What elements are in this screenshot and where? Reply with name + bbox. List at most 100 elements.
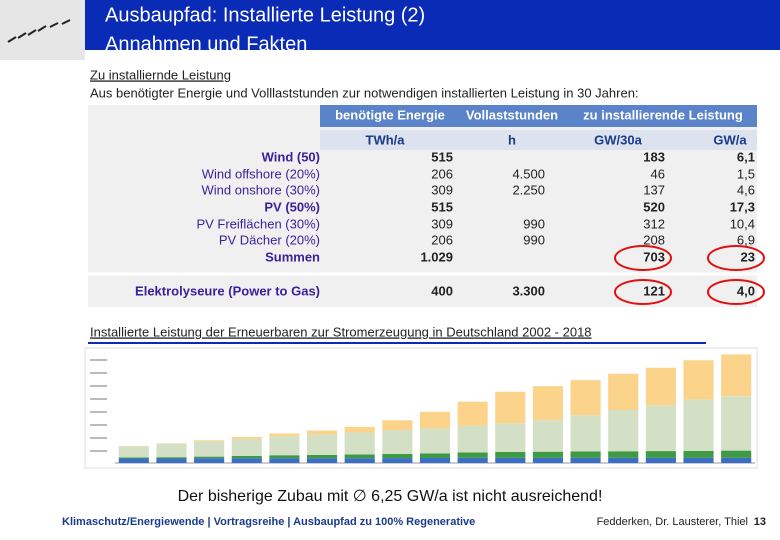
table-cell: 309 <box>431 182 453 197</box>
bar-segment <box>570 380 601 416</box>
bar-segment <box>382 430 413 454</box>
table-cell: 6,1 <box>737 149 755 164</box>
chart-caption: Installierte Leistung der Erneuerbaren z… <box>90 324 592 339</box>
table-unit: GW/a <box>713 132 747 147</box>
bar-segment <box>608 373 639 410</box>
table-cell: Elektrolyseure (Power to Gas) <box>135 283 320 298</box>
bar-segment <box>419 411 451 429</box>
table-unit: TWh/a <box>366 132 406 147</box>
bar-segment <box>683 360 714 400</box>
table-cell: 990 <box>523 232 545 247</box>
bar-segment <box>344 432 375 455</box>
bar-segment <box>194 458 225 463</box>
table-header-bg <box>320 105 757 127</box>
bar-segment <box>683 399 714 451</box>
bar-segment <box>608 457 639 463</box>
bar-segment <box>269 458 300 463</box>
table-cell: 400 <box>431 283 453 298</box>
bar-segment <box>608 451 639 458</box>
table-cell: 208 <box>643 232 665 247</box>
table-cell: 206 <box>431 166 453 181</box>
highlight-ring <box>614 245 672 271</box>
bar-segment <box>231 437 262 439</box>
bar-segment <box>570 457 601 463</box>
bar-segment <box>645 405 676 452</box>
table-group-header: benötigte Energie <box>335 107 445 122</box>
bar-segment <box>457 401 488 426</box>
table-cell: 2.250 <box>512 182 545 197</box>
bar-segment <box>269 433 300 437</box>
table-cell: Wind (50) <box>262 149 320 164</box>
bar-segment <box>118 458 149 463</box>
bar-segment <box>156 457 187 459</box>
bar-segment <box>231 458 262 463</box>
table-cell: 121 <box>643 283 665 298</box>
table-cell: Summen <box>265 249 320 264</box>
bar-segment <box>570 451 601 458</box>
table-cell: Wind offshore (20%) <box>202 166 320 181</box>
bar-segment <box>419 428 451 454</box>
bar-segment <box>231 455 262 459</box>
table-cell: 137 <box>643 182 665 197</box>
bar-segment <box>721 450 752 458</box>
table-cell: 309 <box>431 216 453 231</box>
highlight-ring <box>707 245 765 271</box>
bar-segment <box>570 415 601 452</box>
table-cell: 17,3 <box>730 199 755 214</box>
bar-segment <box>721 354 752 397</box>
table-unit: GW/30a <box>594 132 642 147</box>
bar-segment <box>495 423 526 452</box>
bar-segment <box>344 458 375 463</box>
table-cell: 312 <box>643 216 665 231</box>
bar-segment <box>344 426 375 433</box>
bar-segment <box>269 455 300 459</box>
table-cell: 4,0 <box>737 283 755 298</box>
bar-segment <box>382 420 413 431</box>
table-cell: 6,9 <box>737 232 755 247</box>
bar-segment <box>608 409 639 452</box>
bar-segment <box>382 458 413 463</box>
table-cell: PV Dächer (20%) <box>219 232 320 247</box>
table-cell: 990 <box>523 216 545 231</box>
highlight-ring <box>614 279 672 305</box>
table-cell: 515 <box>431 149 453 164</box>
table-cell: 1.029 <box>420 249 453 264</box>
bar-segment <box>118 446 149 458</box>
bar-segment <box>532 420 563 452</box>
bar-segment <box>683 457 714 463</box>
subtitle: Annahmen und Fakten <box>105 33 307 55</box>
table-cell: 1,5 <box>737 166 755 181</box>
table-cell: 183 <box>643 149 665 164</box>
bar-segment <box>532 386 563 421</box>
bar-segment <box>269 436 300 456</box>
bar-segment <box>156 443 187 458</box>
table-cell: PV Freiflächen (30%) <box>196 216 320 231</box>
table-cell: PV (50%) <box>264 199 320 214</box>
bar-segment <box>532 451 563 458</box>
table-cell: 703 <box>643 249 665 264</box>
bar-segment <box>307 430 338 435</box>
bar-segment <box>457 452 488 458</box>
footer-authors: Fedderken, Dr. Lausterer, Thiel <box>597 516 748 528</box>
chart <box>90 354 755 464</box>
bar-segment <box>457 457 488 463</box>
bar-segment <box>307 434 338 455</box>
bar-segment <box>495 451 526 458</box>
bar-segment <box>419 453 451 459</box>
bar-segment <box>382 453 413 459</box>
bar-segment <box>118 457 149 459</box>
bar-segment <box>344 454 375 459</box>
table-cell: 520 <box>643 199 665 214</box>
bar-segment <box>645 367 676 406</box>
table: benötigte Energie Vollaststunden zu instal… <box>88 107 765 305</box>
table-cell: 515 <box>431 199 453 214</box>
highlight-ring <box>707 279 765 305</box>
table-cell: 3.300 <box>512 283 545 298</box>
conclusion: Der bisherige Zubau mit ∅ 6,25 GW/a ist … <box>178 488 603 505</box>
bar-segment <box>307 454 338 459</box>
bar-segment <box>721 457 752 463</box>
table-cell: 10,4 <box>730 216 755 231</box>
title: Ausbaupfad: Installierte Leistung (2) <box>105 4 425 26</box>
bar-segment <box>495 391 526 424</box>
